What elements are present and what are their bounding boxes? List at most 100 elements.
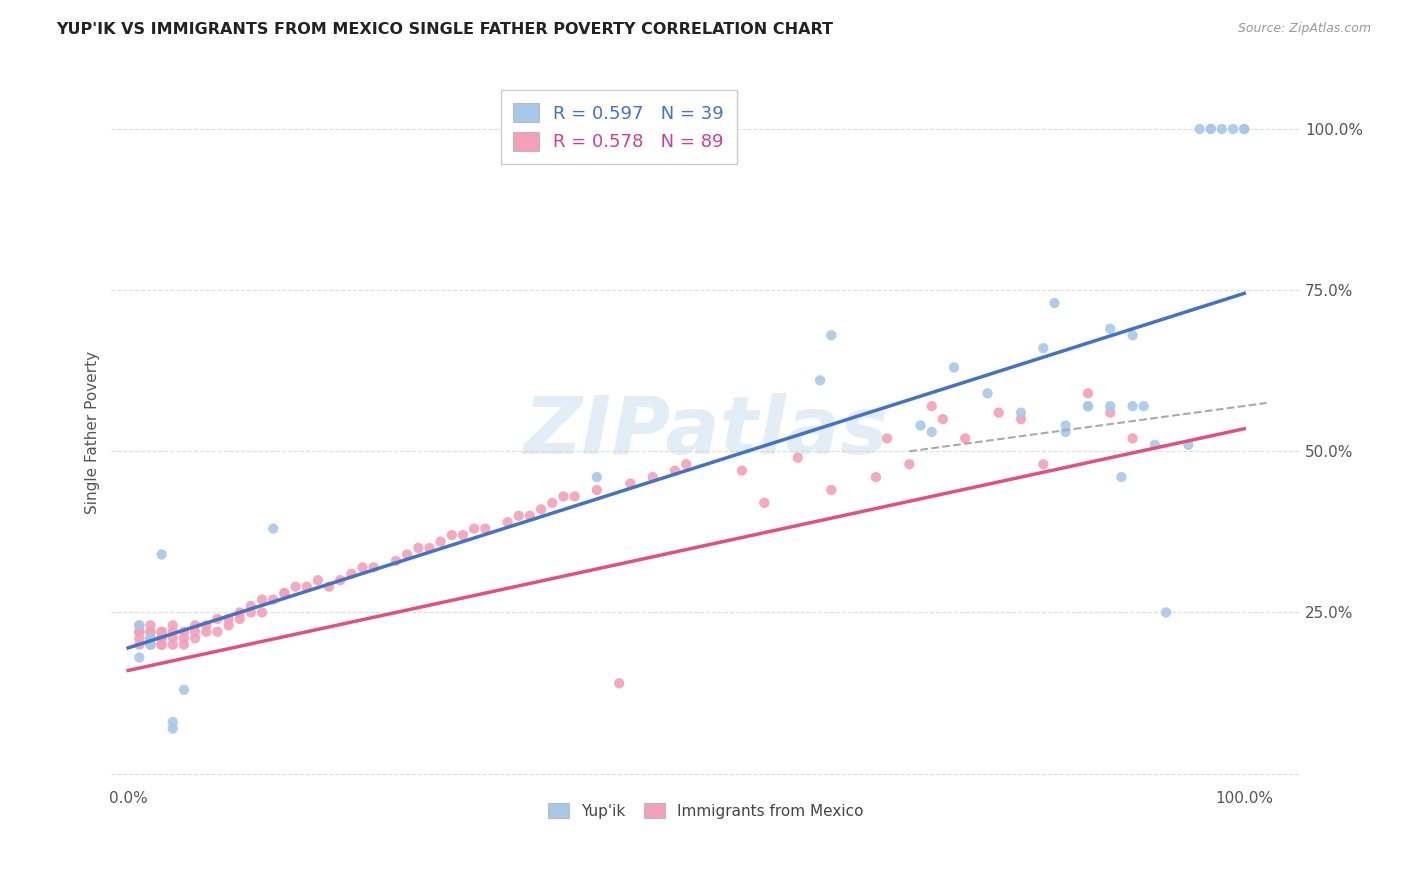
Point <box>139 618 162 632</box>
Y-axis label: Single Father Poverty: Single Father Poverty <box>86 351 100 514</box>
Point <box>150 624 173 639</box>
Point <box>273 586 295 600</box>
Point <box>150 548 173 562</box>
Point <box>139 631 162 645</box>
Point <box>250 592 273 607</box>
Point <box>162 638 184 652</box>
Point <box>898 457 921 471</box>
Point <box>1122 431 1144 445</box>
Point <box>385 554 408 568</box>
Point <box>675 457 697 471</box>
Point <box>1222 122 1244 136</box>
Point <box>128 650 150 665</box>
Point <box>586 483 609 497</box>
Point <box>1077 399 1099 413</box>
Text: YUP'IK VS IMMIGRANTS FROM MEXICO SINGLE FATHER POVERTY CORRELATION CHART: YUP'IK VS IMMIGRANTS FROM MEXICO SINGLE … <box>56 22 834 37</box>
Point <box>541 496 564 510</box>
Point <box>162 618 184 632</box>
Point <box>1043 296 1066 310</box>
Point <box>754 496 776 510</box>
Point <box>1054 425 1077 439</box>
Point <box>173 624 195 639</box>
Point <box>607 676 630 690</box>
Point <box>429 534 451 549</box>
Point <box>128 638 150 652</box>
Point <box>162 714 184 729</box>
Point <box>318 580 340 594</box>
Point <box>207 624 229 639</box>
Point <box>150 638 173 652</box>
Point <box>820 328 842 343</box>
Point <box>910 418 932 433</box>
Point <box>239 599 262 613</box>
Point <box>451 528 474 542</box>
Point <box>1077 399 1099 413</box>
Point <box>1054 418 1077 433</box>
Point <box>1233 122 1256 136</box>
Point <box>128 624 150 639</box>
Point <box>340 566 363 581</box>
Point <box>229 612 252 626</box>
Point <box>1143 438 1166 452</box>
Point <box>496 515 519 529</box>
Point <box>273 586 295 600</box>
Point <box>731 464 754 478</box>
Point <box>162 722 184 736</box>
Point <box>262 592 284 607</box>
Point <box>239 606 262 620</box>
Point <box>139 638 162 652</box>
Legend: Yup'ik, Immigrants from Mexico: Yup'ik, Immigrants from Mexico <box>541 797 870 825</box>
Point <box>1032 341 1054 355</box>
Point <box>876 431 898 445</box>
Point <box>921 425 943 439</box>
Point <box>295 580 318 594</box>
Point <box>1032 457 1054 471</box>
Point <box>250 606 273 620</box>
Point <box>128 624 150 639</box>
Point <box>150 638 173 652</box>
Point <box>195 618 218 632</box>
Text: Source: ZipAtlas.com: Source: ZipAtlas.com <box>1237 22 1371 36</box>
Point <box>162 631 184 645</box>
Point <box>262 522 284 536</box>
Point <box>218 612 240 626</box>
Point <box>195 624 218 639</box>
Point <box>139 624 162 639</box>
Point <box>150 631 173 645</box>
Point <box>162 624 184 639</box>
Point <box>173 638 195 652</box>
Point <box>641 470 664 484</box>
Point <box>184 624 207 639</box>
Point <box>184 618 207 632</box>
Point <box>184 631 207 645</box>
Point <box>943 360 966 375</box>
Point <box>1111 470 1133 484</box>
Point <box>128 631 150 645</box>
Text: ZIPatlas: ZIPatlas <box>523 393 889 471</box>
Point <box>1077 386 1099 401</box>
Point <box>1211 122 1233 136</box>
Point <box>1099 406 1122 420</box>
Point <box>284 580 307 594</box>
Point <box>564 490 586 504</box>
Point <box>664 464 686 478</box>
Point <box>418 541 440 555</box>
Point <box>553 490 575 504</box>
Point <box>820 483 842 497</box>
Point <box>619 476 641 491</box>
Point <box>363 560 385 574</box>
Point <box>218 618 240 632</box>
Point <box>408 541 430 555</box>
Point <box>128 618 150 632</box>
Point <box>139 631 162 645</box>
Point <box>953 431 976 445</box>
Point <box>1199 122 1222 136</box>
Point <box>139 638 162 652</box>
Point <box>463 522 485 536</box>
Point <box>329 573 352 587</box>
Point <box>1010 412 1032 426</box>
Point <box>128 618 150 632</box>
Point <box>139 624 162 639</box>
Point <box>1122 399 1144 413</box>
Point <box>352 560 374 574</box>
